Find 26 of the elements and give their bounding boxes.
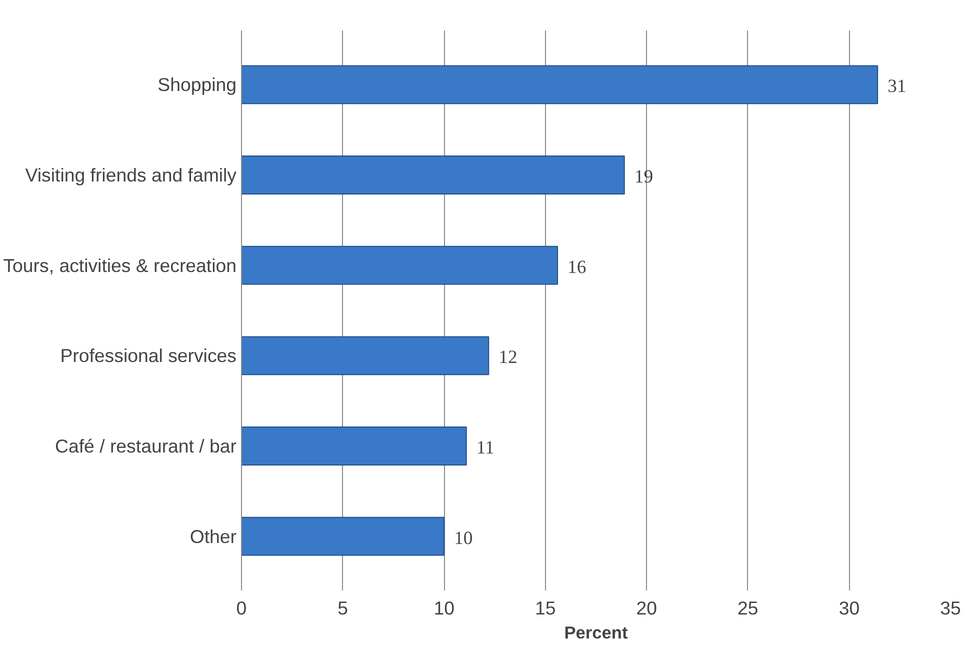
x-tick-label: 30 xyxy=(838,598,860,618)
data-label: 12 xyxy=(498,347,518,368)
bar xyxy=(242,65,878,104)
bar xyxy=(242,336,490,376)
data-label: 11 xyxy=(476,437,494,458)
bar xyxy=(242,516,445,556)
x-tick-label: 25 xyxy=(738,598,758,618)
bar xyxy=(242,246,558,285)
y-tick-label: Café / restaurant / bar xyxy=(55,435,237,456)
x-tick-label: 5 xyxy=(338,598,348,618)
x-tick-label: 20 xyxy=(636,598,658,618)
y-tick-label: Professional services xyxy=(60,345,237,366)
y-tick-label: Tours, activities & recreation xyxy=(3,254,237,276)
y-tick-label: Shopping xyxy=(158,74,236,96)
y-tick-label: Visiting friends and family xyxy=(25,164,238,186)
data-label: 31 xyxy=(888,76,906,98)
bar xyxy=(242,156,625,194)
x-axis-title: Percent xyxy=(564,622,628,642)
bar xyxy=(242,426,467,466)
x-tick-label: 35 xyxy=(940,598,961,618)
data-label: 10 xyxy=(454,528,473,549)
x-tick-label: 0 xyxy=(236,598,247,618)
data-label: 16 xyxy=(568,256,586,278)
x-tick-label: 10 xyxy=(434,598,454,618)
x-tick-label: 15 xyxy=(534,598,556,618)
y-tick-label: Other xyxy=(190,526,237,547)
